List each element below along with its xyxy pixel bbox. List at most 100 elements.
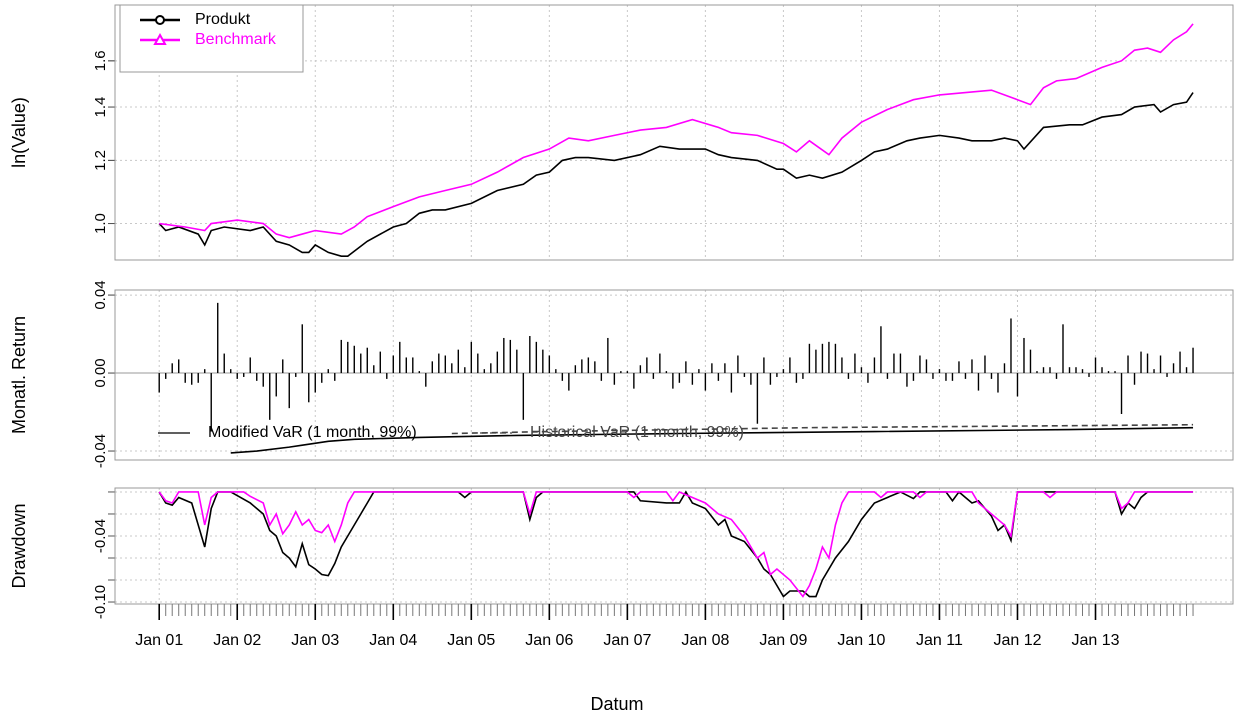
- bar: [964, 373, 967, 379]
- bar: [561, 373, 564, 381]
- bar: [639, 365, 642, 374]
- bar: [418, 371, 420, 374]
- bar: [834, 343, 837, 374]
- y-tick-label: 1.0: [92, 213, 109, 234]
- bar: [899, 353, 902, 374]
- y-tick-label: 1.6: [92, 50, 109, 71]
- bar: [893, 353, 895, 374]
- bar: [548, 355, 551, 374]
- x-tick-label: Jan 10: [837, 632, 885, 649]
- legend-marker: [153, 32, 167, 45]
- bar: [906, 373, 908, 387]
- bar: [529, 336, 531, 374]
- bar: [496, 351, 499, 374]
- bar: [405, 357, 407, 374]
- bar: [464, 367, 466, 374]
- y-tick-label: 0.04: [92, 280, 109, 309]
- plot-frame: [114, 4, 1234, 261]
- bar: [620, 371, 622, 374]
- bar: [197, 373, 199, 383]
- bar: [269, 373, 271, 420]
- plot-frame: [114, 289, 1234, 461]
- bar: [223, 353, 225, 374]
- bar: [555, 369, 557, 374]
- bar: [249, 357, 251, 374]
- bar: [321, 373, 323, 383]
- bar: [1140, 351, 1142, 374]
- bar: [503, 337, 505, 374]
- bar: [1185, 367, 1188, 374]
- bar: [1016, 373, 1019, 397]
- bar: [1114, 371, 1116, 374]
- bar: [1127, 355, 1129, 374]
- x-tick-label: Jan 04: [369, 632, 417, 649]
- bar: [808, 343, 811, 374]
- bar: [1192, 347, 1194, 374]
- bar: [360, 353, 362, 374]
- bar: [1088, 373, 1090, 377]
- bar: [880, 326, 882, 374]
- bar: [951, 373, 954, 381]
- bar: [366, 347, 368, 374]
- bar: [678, 373, 681, 383]
- bar: [1172, 363, 1175, 374]
- bar: [815, 349, 817, 374]
- bar: [275, 373, 277, 397]
- bar: [457, 349, 460, 374]
- bar: [399, 341, 401, 374]
- bar: [763, 357, 765, 374]
- x-tick-label: Jan 12: [993, 632, 1041, 649]
- bar: [509, 339, 512, 374]
- bar: [431, 361, 433, 374]
- bar: [1003, 363, 1006, 374]
- y-tick-label: -0.04: [92, 434, 109, 468]
- bar: [308, 373, 310, 403]
- bar: [1075, 367, 1077, 374]
- bar: [581, 359, 583, 374]
- bar: [1042, 367, 1045, 374]
- bar: [444, 355, 447, 374]
- bar: [860, 367, 863, 374]
- x-axis-label: Datum: [590, 694, 643, 714]
- plot-frame: [114, 487, 1234, 605]
- legend-marker: [155, 15, 165, 25]
- bar: [438, 353, 440, 374]
- y-axis-label: Drawdown: [9, 503, 29, 588]
- bar: [171, 363, 173, 374]
- bar: [932, 373, 934, 379]
- bar: [587, 357, 590, 374]
- bar: [1159, 355, 1162, 374]
- y-axis-label: Monatl. Return: [9, 316, 29, 434]
- bar: [997, 373, 999, 393]
- bar: [1036, 371, 1038, 374]
- bar: [243, 373, 245, 377]
- bar: [1133, 373, 1136, 385]
- bar: [821, 343, 824, 374]
- bar: [717, 373, 720, 381]
- bar: [945, 373, 947, 381]
- x-tick-label: Jan 08: [681, 632, 729, 649]
- bar: [470, 341, 473, 374]
- bar: [873, 357, 876, 374]
- legend-label: Historical VaR (1 month, 99%): [530, 424, 744, 441]
- bar: [912, 373, 915, 381]
- x-tick-label: Jan 01: [135, 632, 183, 649]
- bar: [1062, 324, 1064, 374]
- bar: [685, 361, 687, 374]
- bar: [490, 363, 492, 374]
- bar: [730, 373, 733, 393]
- bar: [847, 373, 850, 379]
- bar: [373, 365, 375, 374]
- series-line: [159, 23, 1194, 239]
- bar: [711, 363, 713, 374]
- bar: [522, 373, 525, 420]
- bar: [1010, 318, 1012, 374]
- bar: [704, 373, 707, 391]
- bar: [659, 353, 661, 374]
- bar: [217, 302, 219, 374]
- bar: [977, 373, 980, 391]
- bar: [334, 373, 336, 381]
- bar: [1094, 357, 1097, 374]
- bar: [795, 373, 798, 383]
